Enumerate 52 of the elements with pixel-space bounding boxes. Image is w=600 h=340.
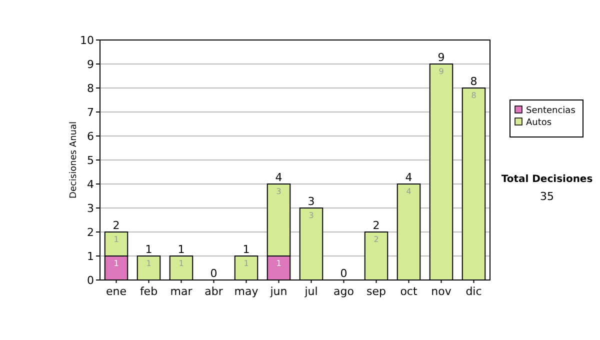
x-tick-label: sep	[366, 285, 386, 298]
data-label: 2	[374, 235, 379, 244]
data-label: 3	[276, 187, 282, 196]
x-tick-label: jun	[269, 285, 288, 298]
total-label: 0	[210, 267, 218, 280]
data-label: 3	[308, 211, 314, 220]
total-label: 8	[470, 75, 478, 88]
total-label: 1	[242, 243, 250, 256]
x-tick-label: may	[234, 285, 259, 298]
x-tick-label: feb	[140, 285, 158, 298]
total-label: 0	[340, 267, 348, 280]
total-label: 4	[275, 171, 282, 184]
total-label: 1	[178, 243, 185, 256]
x-tick-label: ago	[334, 285, 354, 298]
x-tick-label: abr	[204, 285, 224, 298]
y-tick-label: 0	[87, 274, 94, 287]
total-label: 9	[438, 51, 445, 64]
legend-label: Sentencias	[526, 106, 576, 116]
data-label: 1	[114, 259, 119, 268]
y-tick-label: 3	[87, 202, 94, 215]
y-tick-label: 1	[87, 250, 94, 263]
x-tick-label: nov	[431, 285, 452, 298]
x-tick-label: oct	[400, 285, 418, 298]
y-tick-label: 2	[87, 226, 94, 239]
text: Total Decisiones	[501, 174, 593, 185]
y-tick-label: 7	[87, 106, 94, 119]
data-label: 9	[438, 67, 444, 76]
y-tick-label: 5	[87, 154, 94, 167]
total-label: 1	[145, 243, 152, 256]
data-label: 1	[244, 259, 249, 268]
legend-label: Autos	[526, 118, 552, 128]
data-label: 8	[471, 91, 476, 100]
y-tick-label: 10	[80, 34, 94, 47]
data-label: 1	[276, 259, 282, 268]
y-tick-label: 8	[87, 82, 94, 95]
total-label: 4	[405, 171, 412, 184]
data-label: 1	[114, 235, 119, 244]
total-label: 2	[112, 219, 120, 232]
total-label: 2	[372, 219, 380, 232]
x-tick-label: jul	[304, 285, 318, 298]
x-tick-label: ene	[106, 285, 127, 298]
x-tick-label: dic	[466, 285, 482, 298]
y-tick-label: 9	[87, 58, 94, 71]
data-label: 1	[178, 259, 184, 268]
y-axis-title: Decisiones Anual	[69, 122, 79, 198]
text: 35	[540, 190, 554, 203]
y-tick-label: 6	[87, 130, 94, 143]
data-label: 4	[406, 187, 412, 196]
data-label: 1	[146, 259, 152, 268]
x-tick-label: mar	[170, 285, 193, 298]
total-label: 3	[308, 195, 315, 208]
y-tick-label: 4	[87, 178, 94, 191]
